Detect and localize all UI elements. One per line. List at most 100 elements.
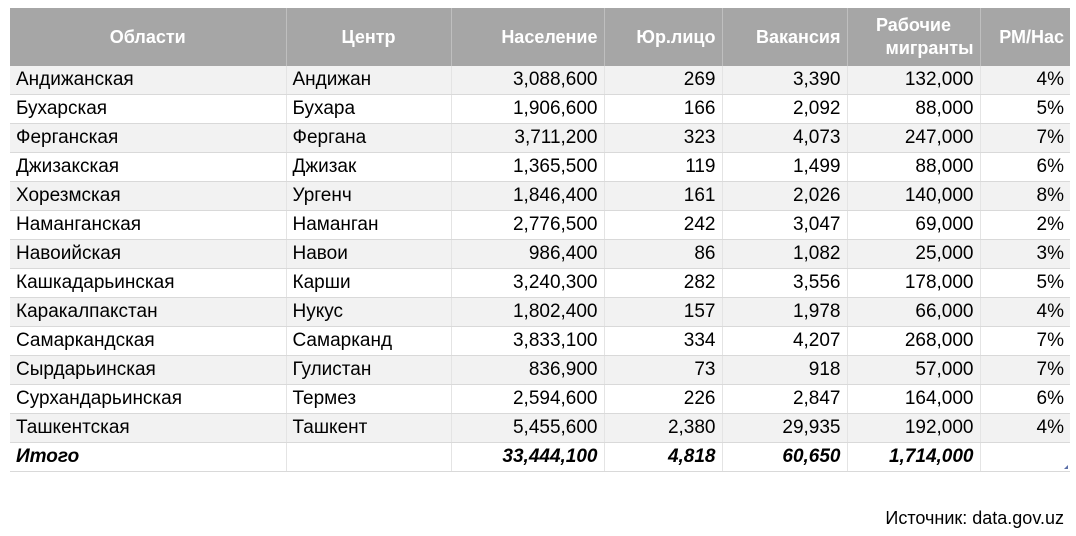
cell-legal-entities[interactable]: 226: [604, 384, 723, 414]
total-label[interactable]: Итого: [10, 442, 287, 472]
cell-region[interactable]: Каракалпакстан: [10, 297, 287, 327]
cell-vacancies[interactable]: 4,207: [722, 326, 848, 356]
cell-region[interactable]: Сурхандарьинская: [10, 384, 287, 414]
cell-population[interactable]: 836,900: [451, 355, 605, 385]
cell-region[interactable]: Ферганская: [10, 123, 287, 153]
cell-ratio[interactable]: 2%: [980, 210, 1070, 240]
cell-center[interactable]: Ташкент: [286, 413, 452, 443]
cell-legal-entities[interactable]: 323: [604, 123, 723, 153]
total-ratio-empty[interactable]: [980, 442, 1070, 472]
header-ratio[interactable]: РМ/Нас: [980, 8, 1070, 66]
cell-legal-entities[interactable]: 73: [604, 355, 723, 385]
cell-population[interactable]: 1,365,500: [451, 152, 605, 182]
cell-migrants[interactable]: 178,000: [847, 268, 981, 298]
cell-legal-entities[interactable]: 242: [604, 210, 723, 240]
cell-center[interactable]: Андижан: [286, 66, 452, 95]
cell-vacancies[interactable]: 918: [722, 355, 848, 385]
cell-migrants[interactable]: 132,000: [847, 66, 981, 95]
cell-migrants[interactable]: 69,000: [847, 210, 981, 240]
cell-vacancies[interactable]: 3,556: [722, 268, 848, 298]
cell-population[interactable]: 1,906,600: [451, 94, 605, 124]
cell-population[interactable]: 2,776,500: [451, 210, 605, 240]
cell-legal-entities[interactable]: 2,380: [604, 413, 723, 443]
header-region[interactable]: Области: [10, 8, 287, 66]
cell-legal-entities[interactable]: 282: [604, 268, 723, 298]
cell-migrants[interactable]: 192,000: [847, 413, 981, 443]
header-legal-entities[interactable]: Юр.лицо: [604, 8, 723, 66]
cell-region[interactable]: Сырдарьинская: [10, 355, 287, 385]
cell-vacancies[interactable]: 3,047: [722, 210, 848, 240]
cell-center[interactable]: Наманган: [286, 210, 452, 240]
cell-ratio[interactable]: 5%: [980, 268, 1070, 298]
cell-population[interactable]: 986,400: [451, 239, 605, 269]
cell-region[interactable]: Андижанская: [10, 66, 287, 95]
cell-center[interactable]: Бухара: [286, 94, 452, 124]
header-migrants[interactable]: Рабочие мигранты: [847, 8, 981, 66]
cell-legal-entities[interactable]: 166: [604, 94, 723, 124]
cell-region[interactable]: Бухарская: [10, 94, 287, 124]
cell-vacancies[interactable]: 1,499: [722, 152, 848, 182]
cell-population[interactable]: 3,833,100: [451, 326, 605, 356]
total-legal-entities[interactable]: 4,818: [604, 442, 723, 472]
cell-center[interactable]: Джизак: [286, 152, 452, 182]
cell-vacancies[interactable]: 2,092: [722, 94, 848, 124]
cell-ratio[interactable]: 3%: [980, 239, 1070, 269]
cell-ratio[interactable]: 7%: [980, 123, 1070, 153]
cell-ratio[interactable]: 6%: [980, 384, 1070, 414]
cell-region[interactable]: Навоийская: [10, 239, 287, 269]
cell-ratio[interactable]: 8%: [980, 181, 1070, 211]
fill-handle-icon[interactable]: [1064, 465, 1068, 469]
cell-ratio[interactable]: 4%: [980, 297, 1070, 327]
cell-legal-entities[interactable]: 161: [604, 181, 723, 211]
cell-legal-entities[interactable]: 334: [604, 326, 723, 356]
cell-region[interactable]: Хорезмская: [10, 181, 287, 211]
header-center[interactable]: Центр: [286, 8, 452, 66]
total-vacancies[interactable]: 60,650: [722, 442, 848, 472]
cell-center[interactable]: Фергана: [286, 123, 452, 153]
cell-ratio[interactable]: 5%: [980, 94, 1070, 124]
cell-vacancies[interactable]: 29,935: [722, 413, 848, 443]
cell-vacancies[interactable]: 1,978: [722, 297, 848, 327]
cell-population[interactable]: 3,240,300: [451, 268, 605, 298]
cell-region[interactable]: Наманганская: [10, 210, 287, 240]
cell-vacancies[interactable]: 2,026: [722, 181, 848, 211]
cell-region[interactable]: Джизакская: [10, 152, 287, 182]
cell-legal-entities[interactable]: 119: [604, 152, 723, 182]
cell-legal-entities[interactable]: 269: [604, 66, 723, 95]
total-center-empty[interactable]: [286, 442, 452, 472]
cell-ratio[interactable]: 4%: [980, 413, 1070, 443]
cell-region[interactable]: Самаркандская: [10, 326, 287, 356]
cell-migrants[interactable]: 57,000: [847, 355, 981, 385]
cell-legal-entities[interactable]: 157: [604, 297, 723, 327]
header-vacancies[interactable]: Вакансия: [722, 8, 848, 66]
cell-population[interactable]: 3,711,200: [451, 123, 605, 153]
cell-migrants[interactable]: 66,000: [847, 297, 981, 327]
header-population[interactable]: Население: [451, 8, 605, 66]
cell-population[interactable]: 2,594,600: [451, 384, 605, 414]
cell-population[interactable]: 1,802,400: [451, 297, 605, 327]
cell-vacancies[interactable]: 3,390: [722, 66, 848, 95]
cell-ratio[interactable]: 6%: [980, 152, 1070, 182]
cell-migrants[interactable]: 25,000: [847, 239, 981, 269]
cell-legal-entities[interactable]: 86: [604, 239, 723, 269]
cell-ratio[interactable]: 7%: [980, 355, 1070, 385]
cell-population[interactable]: 5,455,600: [451, 413, 605, 443]
cell-center[interactable]: Ургенч: [286, 181, 452, 211]
cell-migrants[interactable]: 88,000: [847, 152, 981, 182]
cell-ratio[interactable]: 4%: [980, 66, 1070, 95]
cell-vacancies[interactable]: 4,073: [722, 123, 848, 153]
cell-center[interactable]: Термез: [286, 384, 452, 414]
cell-migrants[interactable]: 88,000: [847, 94, 981, 124]
cell-migrants[interactable]: 140,000: [847, 181, 981, 211]
cell-region[interactable]: Ташкентская: [10, 413, 287, 443]
cell-migrants[interactable]: 164,000: [847, 384, 981, 414]
total-migrants[interactable]: 1,714,000: [847, 442, 981, 472]
cell-center[interactable]: Самарканд: [286, 326, 452, 356]
cell-vacancies[interactable]: 2,847: [722, 384, 848, 414]
cell-center[interactable]: Карши: [286, 268, 452, 298]
cell-center[interactable]: Гулистан: [286, 355, 452, 385]
cell-center[interactable]: Навои: [286, 239, 452, 269]
cell-population[interactable]: 1,846,400: [451, 181, 605, 211]
cell-center[interactable]: Нукус: [286, 297, 452, 327]
cell-migrants[interactable]: 247,000: [847, 123, 981, 153]
